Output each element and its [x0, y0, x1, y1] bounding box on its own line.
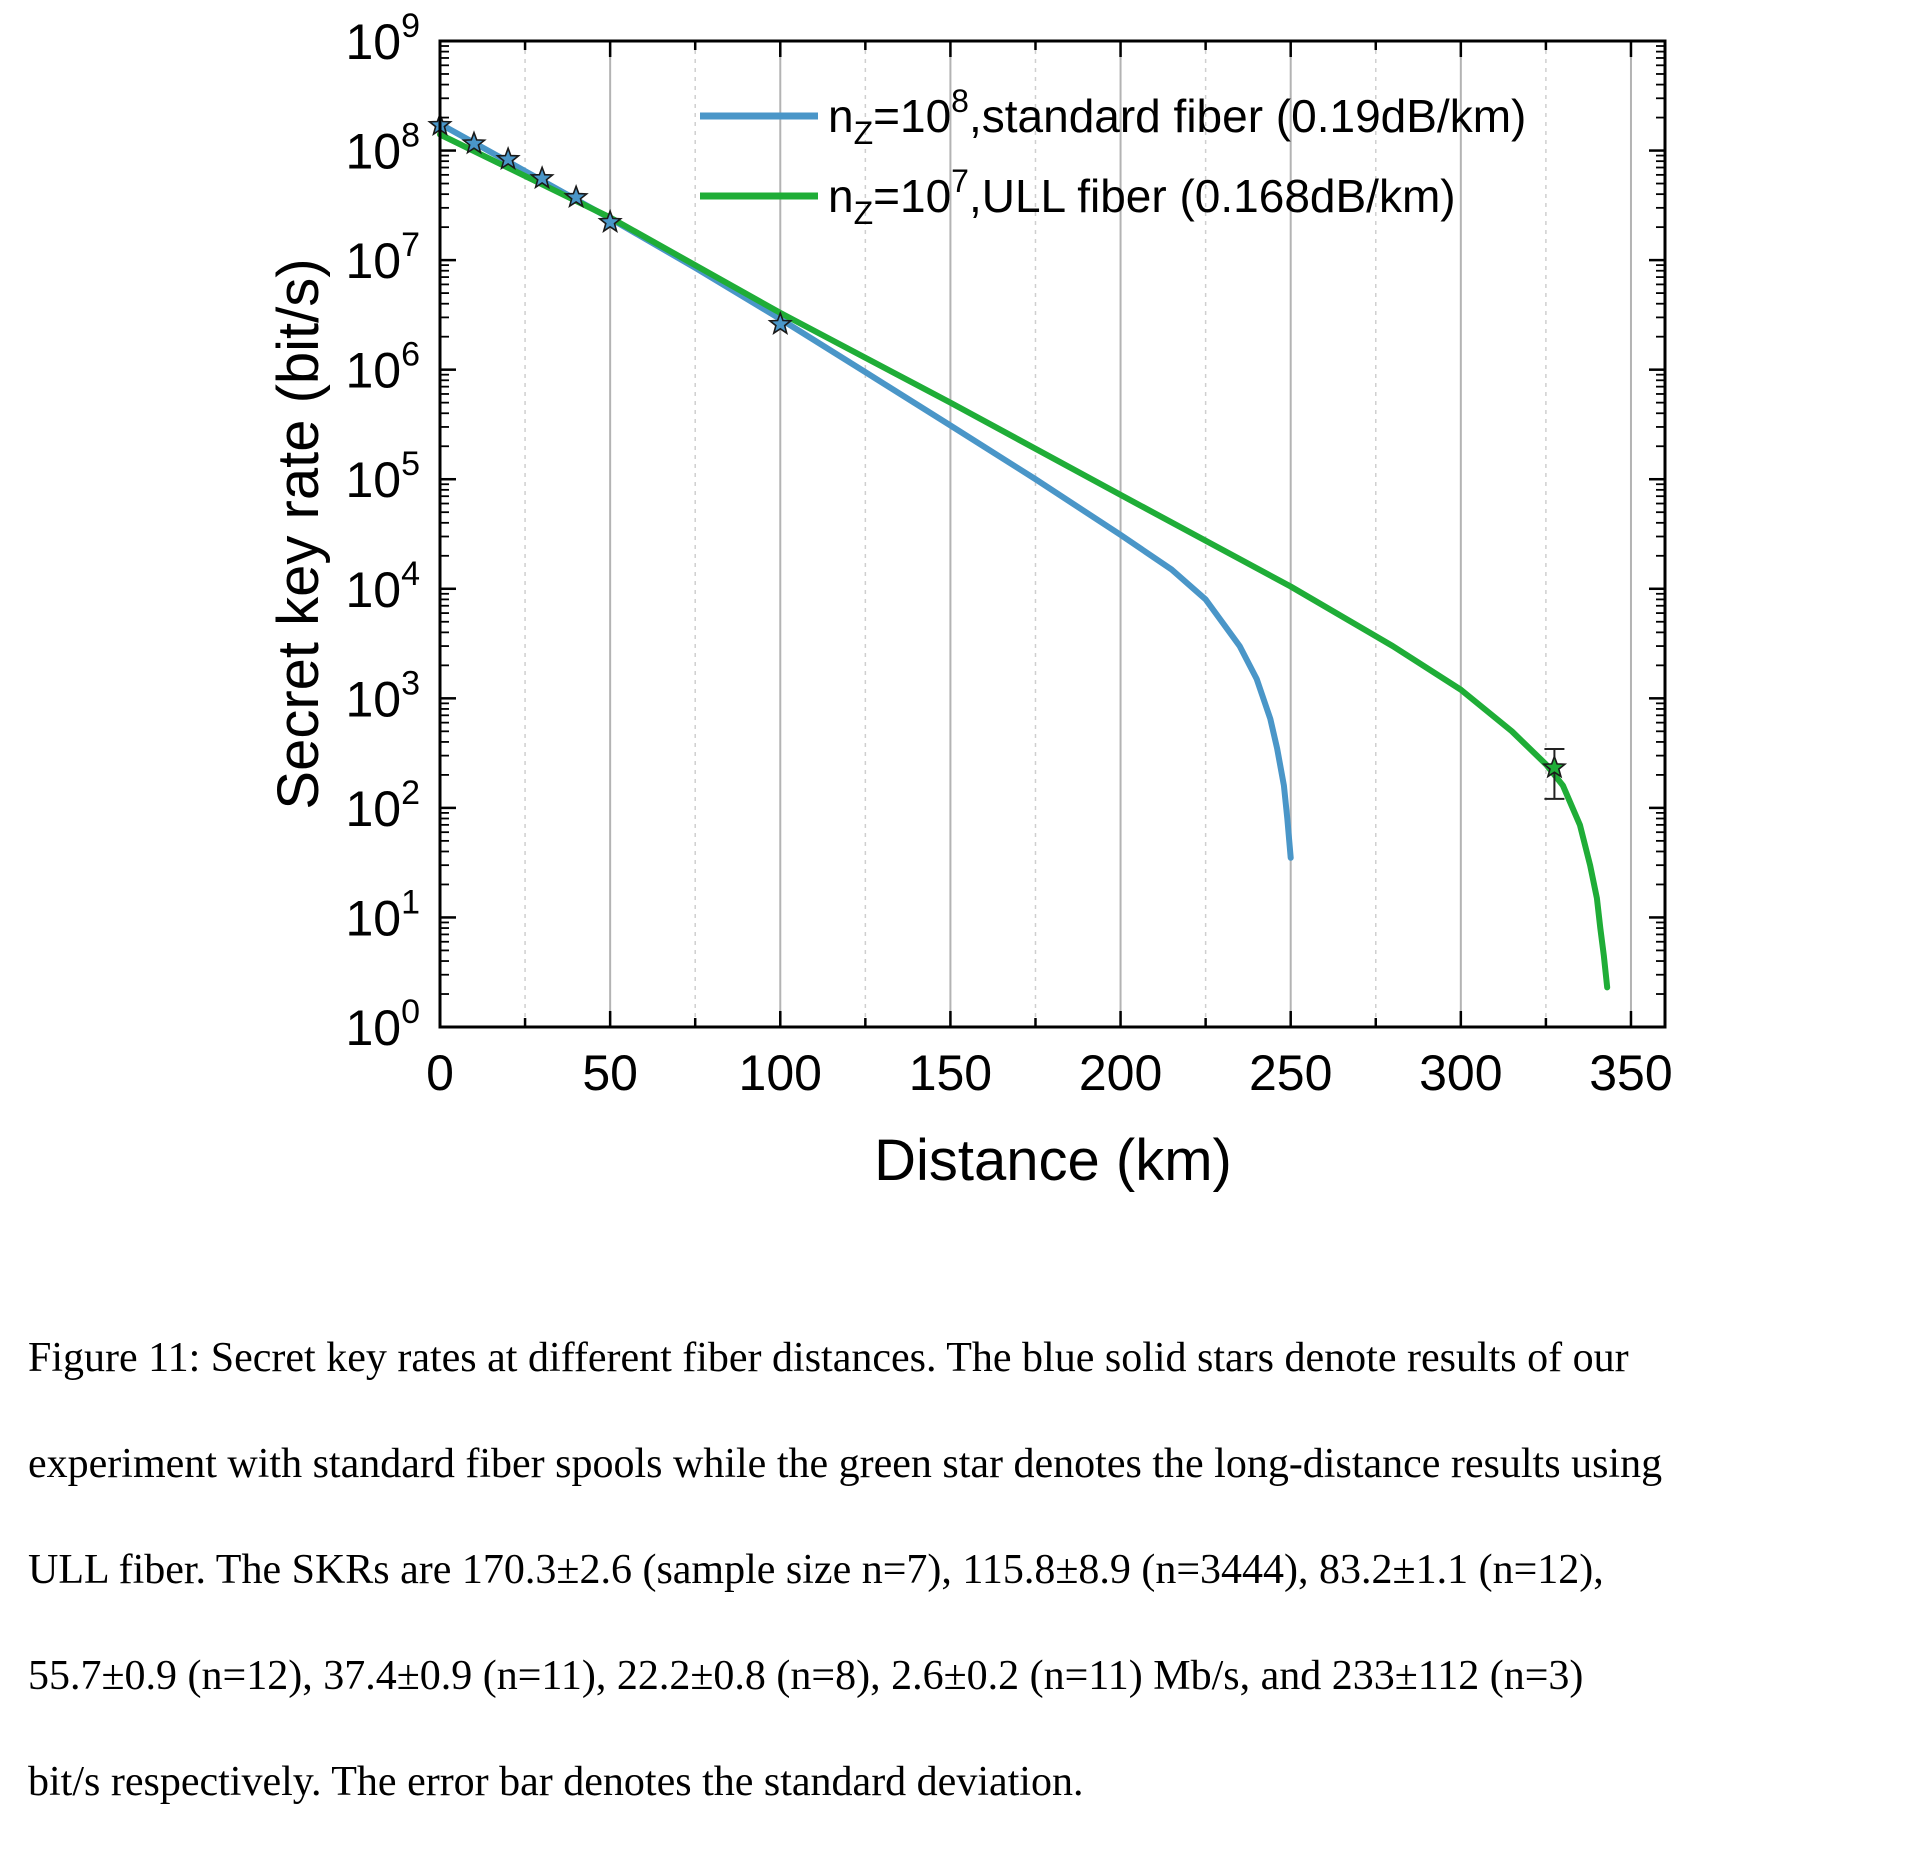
- legend: nZ=108,standard fiber (0.19dB/km) nZ=107…: [700, 83, 1526, 231]
- y-tick-label: 103: [345, 664, 420, 727]
- caption-line: ULL fiber. The SKRs are 170.3±2.6 (sampl…: [28, 1547, 1604, 1593]
- y-tick-label: 100: [345, 993, 420, 1056]
- axis-ticks: [438, 39, 1665, 1029]
- star-marker: [563, 183, 589, 209]
- y-tick-label: 105: [345, 445, 420, 508]
- caption-line: Figure 11: Secret key rates at different…: [28, 1335, 1629, 1381]
- y-tick-label: 106: [345, 336, 420, 399]
- y-tick-label: 108: [345, 117, 420, 180]
- series-lines: [437, 120, 1611, 991]
- y-tick-label: 104: [345, 555, 420, 618]
- y-tick-label: 101: [345, 883, 420, 946]
- series-line-ull-fiber: [437, 131, 1611, 991]
- x-tick-label: 200: [1079, 1045, 1162, 1101]
- star-marker: [1541, 754, 1568, 779]
- x-tick-label: 350: [1589, 1045, 1672, 1101]
- x-tick-label: 0: [426, 1045, 454, 1101]
- legend-label-standard: nZ=108,standard fiber (0.19dB/km): [828, 83, 1526, 151]
- x-tick-label: 250: [1249, 1045, 1332, 1101]
- plot-frame: [438, 39, 1667, 1029]
- x-axis-label: Distance (km): [874, 1128, 1232, 1193]
- caption-line: experiment with standard fiber spools wh…: [28, 1441, 1663, 1487]
- star-marker: [495, 145, 521, 171]
- x-tick-label: 100: [739, 1045, 822, 1101]
- tick-labels: 0 50 100 150 200 250 300 350 100 101 102 103 104 105 1…: [345, 7, 1672, 1101]
- star-marker: [461, 130, 487, 155]
- star-marker: [597, 208, 623, 233]
- y-tick-label: 102: [345, 774, 420, 837]
- figure-caption: Figure 11: Secret key rates at different…: [28, 1305, 1908, 1835]
- star-marker: [767, 310, 793, 335]
- grid-lines: [524, 41, 1632, 1027]
- legend-label-ull: nZ=107,ULL fiber (0.168dB/km): [828, 163, 1456, 231]
- caption-line: 55.7±0.9 (n=12), 37.4±0.9 (n=11), 22.2±0…: [28, 1653, 1584, 1699]
- chart: 0 50 100 150 200 250 300 350 100 101 102 103 104 105 1…: [266, 7, 1673, 1193]
- y-axis-label: Secret key rate (bit/s): [266, 258, 331, 809]
- x-tick-label: 300: [1419, 1045, 1502, 1101]
- caption-line: bit/s respectively. The error bar denote…: [28, 1759, 1084, 1805]
- star-marker: [529, 165, 555, 190]
- x-tick-label: 50: [582, 1045, 638, 1101]
- y-tick-label: 107: [345, 226, 420, 289]
- x-tick-label: 150: [909, 1045, 992, 1101]
- y-tick-label: 109: [345, 7, 420, 70]
